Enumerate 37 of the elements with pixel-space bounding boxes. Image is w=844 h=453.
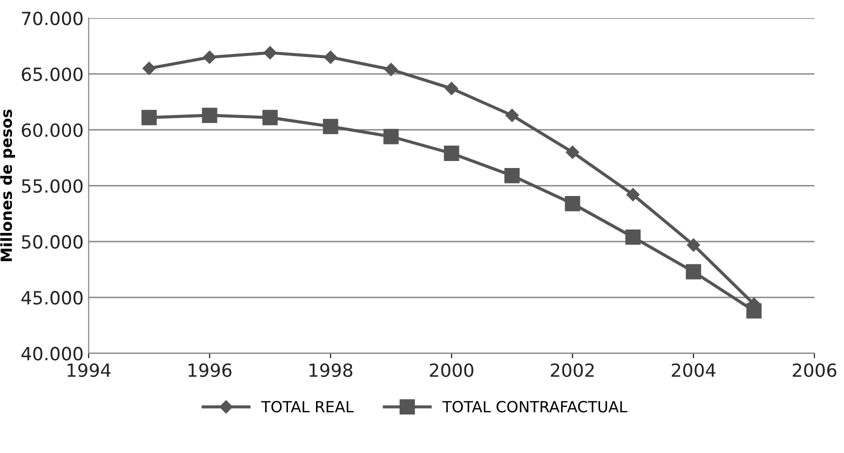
point [625, 229, 641, 245]
x-tick-label: 2004 [672, 363, 716, 378]
y-tick-label: 45.000 [21, 290, 83, 305]
x-tick-label: 2006 [792, 363, 836, 378]
x-tick-label: 1994 [68, 363, 111, 378]
y-tick-label: 40.000 [21, 346, 83, 360]
point [322, 118, 338, 134]
x-tick-label: 2000 [430, 363, 474, 378]
point [203, 50, 216, 64]
point [263, 46, 277, 60]
point [142, 62, 156, 75]
point [444, 82, 458, 96]
x-tick-label: 1996 [188, 363, 232, 378]
point [384, 62, 398, 76]
point [504, 168, 520, 184]
y-tick-label: 55.000 [22, 179, 83, 193]
point [686, 238, 700, 252]
x-tick-label: 2002 [550, 363, 594, 378]
y-tick-label: 60.000 [22, 123, 83, 137]
x-tick-label: 1998 [310, 363, 352, 378]
legend-label: TOTAL CONTRAFACTUAL [442, 400, 628, 412]
point [564, 196, 580, 212]
point [444, 146, 460, 161]
point [686, 264, 702, 280]
legend-label: TOTAL REAL [261, 400, 354, 412]
point [141, 110, 157, 126]
y-tick-label: 50.000 [22, 235, 83, 249]
point [202, 108, 218, 123]
point [383, 128, 399, 144]
point [324, 50, 338, 64]
point [626, 188, 640, 202]
point [566, 146, 580, 159]
point [262, 110, 278, 126]
y-tick-label: 65.000 [22, 67, 83, 82]
y-axis-title: Millones de pesos [0, 110, 16, 262]
point [505, 108, 519, 122]
y-tick-label: 70.000 [22, 12, 83, 26]
